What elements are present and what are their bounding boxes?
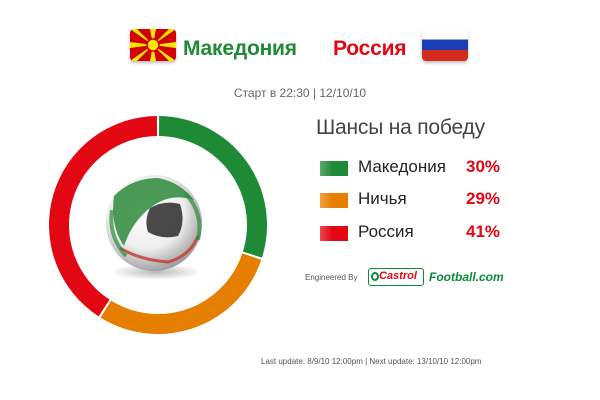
castrol-logo-text: Castrol: [379, 270, 417, 282]
team-home-name: Македония: [183, 37, 297, 60]
win-chances-donut-chart: [48, 116, 268, 334]
castrol-ring-icon: [371, 272, 379, 281]
donut-slice-macedonia: [158, 116, 268, 258]
legend-percent: 30%: [466, 157, 501, 176]
legend-label: Ничья: [358, 189, 407, 208]
kickoff-time: Старт в 22:30 | 12/10/10: [233, 86, 367, 100]
legend-swatch: [320, 226, 348, 241]
football-com-logo[interactable]: Football.com: [429, 270, 504, 284]
legend-swatch: [320, 161, 348, 176]
chances-title: Шансы на победу: [316, 116, 485, 139]
russia-flag-icon: [422, 29, 468, 61]
legend-percent: 29%: [466, 189, 501, 208]
castrol-logo[interactable]: Castrol: [368, 268, 424, 286]
legend-label: Македония: [358, 157, 446, 176]
legend-percent: 41%: [466, 222, 501, 241]
donut-slice-draw: [100, 253, 262, 334]
team-away-name: Россия: [333, 37, 407, 60]
legend-label: Россия: [358, 222, 414, 241]
engineered-by-label: Engineered By: [305, 273, 358, 282]
soccer-ball-icon: [106, 175, 202, 280]
macedonia-flag-icon: [130, 29, 176, 61]
donut-slice-russia: [48, 116, 158, 317]
update-info: Last update: 8/9/10 12:00pm | Next updat…: [261, 357, 482, 366]
legend-swatch: [320, 193, 348, 208]
